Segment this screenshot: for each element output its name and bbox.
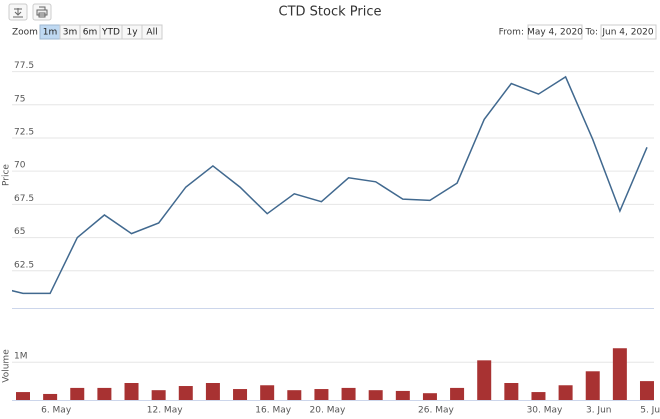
- volume-bar: [70, 387, 85, 400]
- volume-bar: [151, 390, 166, 400]
- volume-bar: [504, 383, 519, 400]
- range-button-label: 1y: [126, 28, 138, 38]
- volume-bar: [558, 385, 573, 400]
- volume-bar: [450, 387, 465, 400]
- volume-bar: [639, 381, 654, 400]
- from-input[interactable]: [527, 24, 583, 40]
- volume-bar: [16, 392, 30, 400]
- to-input[interactable]: [600, 24, 657, 40]
- y-tick-label: 67.5: [14, 194, 34, 204]
- price-series: [12, 75, 648, 295]
- x-tick-label: 5. Jun: [640, 406, 660, 416]
- y-tick-label: 70: [14, 161, 26, 171]
- volume-bar: [531, 392, 546, 400]
- from-value: May 4, 2020: [527, 28, 583, 38]
- volume-bar: [422, 393, 437, 400]
- volume-bar: [124, 383, 139, 400]
- export-buttons[interactable]: [8, 3, 52, 21]
- volume-axis-title: Volume: [2, 349, 12, 383]
- to-value: Jun 4, 2020: [601, 28, 654, 38]
- x-tick-label: 26. May: [418, 406, 454, 416]
- y-tick-label: 1M: [14, 352, 28, 362]
- x-tick-label: 12. May: [147, 406, 183, 416]
- y-tick-label: 77.5: [14, 61, 34, 71]
- volume-bar: [314, 389, 329, 400]
- volume-bar: [178, 386, 193, 400]
- x-tick-label: 20. May: [310, 406, 346, 416]
- range-button-label: YTD: [101, 28, 120, 38]
- volume-bar: [341, 387, 356, 400]
- volume-bar: [260, 385, 275, 400]
- volume-bar: [287, 390, 302, 400]
- volume-bar: [368, 390, 383, 400]
- volume-bar: [612, 348, 627, 400]
- y-tick-label: 65: [14, 227, 25, 237]
- y-tick-label: 62.5: [14, 260, 34, 270]
- x-tick-label: 30. May: [527, 406, 563, 416]
- range-button-label: 1m: [43, 28, 58, 38]
- y-tick-label: 75: [14, 94, 25, 104]
- y-tick-label: 72.5: [14, 127, 34, 137]
- x-tick-label: 16. May: [255, 406, 291, 416]
- chart-title: CTD Stock Price: [279, 5, 382, 20]
- price-line: [12, 75, 648, 295]
- volume-bar: [585, 371, 600, 400]
- volume-bar: [205, 383, 220, 400]
- volume-bar: [43, 393, 58, 400]
- volume-bar: [97, 387, 112, 400]
- download-icon: [13, 8, 23, 18]
- volume-series: [16, 348, 654, 400]
- volume-bar: [233, 389, 248, 400]
- range-button[interactable]: [141, 24, 163, 40]
- price-axis-title: Price: [2, 164, 12, 186]
- range-button-label: 6m: [83, 28, 98, 38]
- volume-bar: [477, 360, 492, 400]
- range-button-label: All: [146, 28, 157, 38]
- volume-bar: [395, 390, 410, 400]
- print-icon: [36, 6, 48, 18]
- x-tick-label: 3. Jun: [586, 406, 612, 416]
- zoom-label: Zoom: [12, 28, 38, 38]
- x-tick-label: 6. May: [41, 406, 72, 416]
- range-button-label: 3m: [63, 28, 78, 38]
- from-label: From:: [499, 28, 524, 38]
- to-label: To:: [584, 28, 598, 38]
